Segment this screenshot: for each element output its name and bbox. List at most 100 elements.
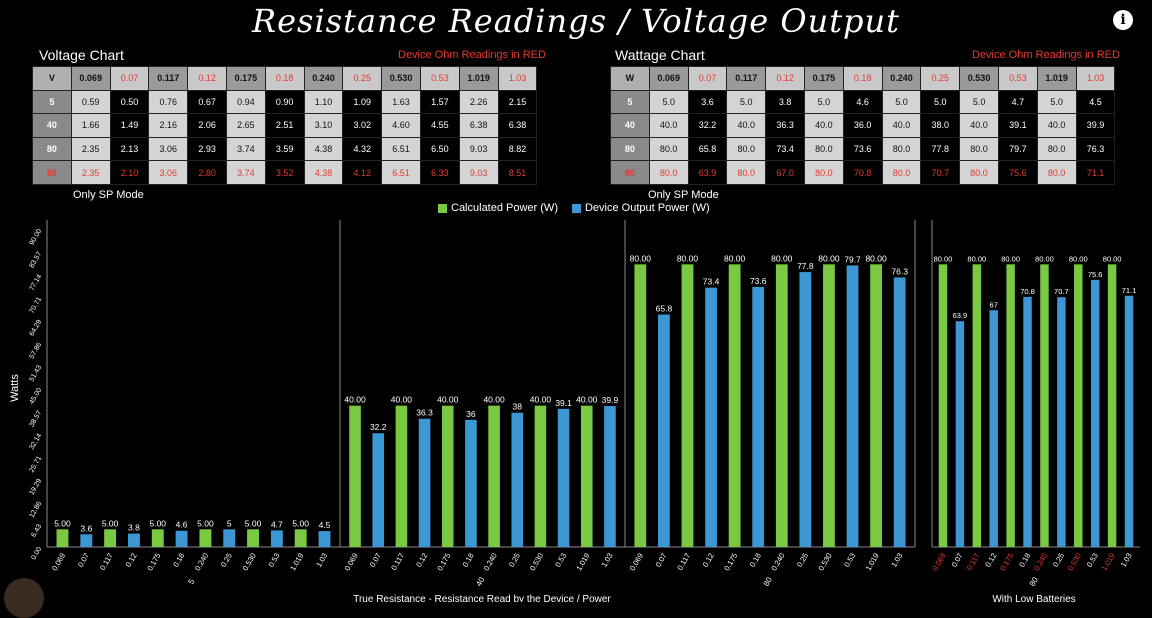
table-cell: 36.0 [842,113,883,138]
bar [1023,296,1032,547]
x-tick-label: 0.117 [675,552,692,572]
x-tick-label: 0.25 [1051,552,1066,569]
x-tick-label: 0.069 [50,552,67,573]
bar-value-label: 5.00 [102,518,119,528]
table-cell: 80.0 [1036,136,1077,162]
bar [372,433,385,547]
y-axis-label: Watts [9,374,21,402]
x-tick-label: 1.03 [314,552,329,569]
group-label: 5 [186,577,196,586]
x-tick-label: 0.18 [461,552,476,569]
table-cell: 39.9 [1075,113,1116,138]
page-title: Resistance Readings / Voltage Output [251,2,900,40]
table-cell: 0.94 [225,89,266,115]
table-cell: 1.57 [419,89,460,115]
y-tick-label: 19.29 [29,478,44,497]
table-cell: 1.09 [342,89,383,115]
bar-value-label: 80.00 [934,254,953,263]
table-row-header: 40 [610,113,650,138]
table-cell: 2.35 [70,136,111,162]
x-tick-label: 0.175 [722,552,739,573]
bar-value-label: 80.00 [1001,254,1020,263]
x-tick-label: 0.240 [1032,552,1049,573]
bar-value-label: 80.00 [865,253,887,263]
table-header-cell: 1.03 [497,66,538,91]
bar [799,272,812,547]
info-icon[interactable]: i [1113,10,1133,30]
table-cell: 0.59 [70,89,111,115]
x-tick-label: 0.117 [965,552,982,572]
avatar [4,578,44,618]
bar [104,529,117,547]
table-cell: 5.0 [959,89,999,115]
table-header-cell: 0.240 [881,66,922,91]
bar [247,529,260,547]
table-cell: 6.51 [381,160,421,185]
table-cell: 4.38 [303,160,344,185]
bar-value-label: 4.5 [319,520,331,530]
table-header-cell: 0.53 [997,66,1038,91]
x-tick-label: 0.530 [241,552,258,573]
x-tick-label: 0.175 [435,552,452,573]
bar [534,405,547,547]
table-cell: 1.63 [381,89,421,115]
table-cell: 2.26 [458,89,499,115]
bar-value-label: 80.00 [1035,254,1054,263]
x-tick-label: 0.240 [769,552,786,573]
bar [846,265,859,547]
voltage-chart-note: Device Ohm Readings in RED [398,49,546,61]
x-tick-label: 0.53 [267,552,282,569]
table-row-header: 5 [32,89,72,115]
bar [1107,264,1117,547]
table-cell: 5.0 [803,89,844,115]
table-header-cell: 0.53 [419,66,460,91]
bar-value-label: 38 [513,402,523,412]
bar-value-label: 63.9 [953,311,968,320]
table-cell: 70.7 [920,160,961,185]
y-tick-label: 38.57 [29,410,44,429]
table-cell: 2.10 [109,160,150,185]
table-header-cell: 0.175 [225,66,266,91]
bar-value-label: 36.3 [416,408,433,418]
table-cell: 73.4 [765,136,805,162]
bar [1040,264,1049,547]
table-cell: 3.52 [264,160,305,185]
bar-value-label: 40.00 [344,395,366,405]
table-header-cell: 0.12 [187,66,227,91]
bar-value-label: 40.00 [391,395,413,405]
x-tick-label: 1.019 [864,552,881,573]
table-header-cell: 0.25 [342,66,383,91]
table-cell: 75.6 [997,160,1038,185]
x-tick-label: 0.07 [950,552,965,569]
x-tick-label: 0.18 [1017,552,1032,569]
x-tick-label: 0.25 [219,552,234,569]
table-cell: 70.8 [842,160,883,185]
table-cell: 0.67 [187,89,227,115]
y-tick-label: 6.43 [30,523,43,538]
table-cell: 3.74 [225,136,266,162]
x-axis-label: True Resistance - Resistance Read by the… [353,594,611,602]
bar-value-label: 80.00 [677,253,699,263]
table-cell: 3.06 [148,160,189,185]
table-corner: V [32,66,72,91]
table-cell: 2.93 [187,136,227,162]
table-cell: 6.38 [497,113,538,138]
table-cell: 80.0 [959,136,999,162]
table-cell: 3.06 [148,136,189,162]
x-tick-label: 0.530 [528,552,545,573]
y-tick-label: 90.00 [29,228,44,247]
table-cell: 3.02 [342,113,383,138]
y-tick-label: 0.00 [30,546,43,561]
bar [634,264,647,547]
group-label: 80 [1028,575,1041,588]
table-cell: 4.12 [342,160,383,185]
table-cell: 4.60 [381,113,421,138]
table-cell: 1.10 [303,89,344,115]
table-header-cell: 1.03 [1075,66,1116,91]
x-tick-label: 1.03 [1119,552,1134,569]
bar [752,286,765,547]
group-label: 80 [762,575,775,588]
bar [557,408,570,547]
table-cell: 5.0 [881,89,922,115]
y-tick-label: 12.86 [29,500,44,519]
